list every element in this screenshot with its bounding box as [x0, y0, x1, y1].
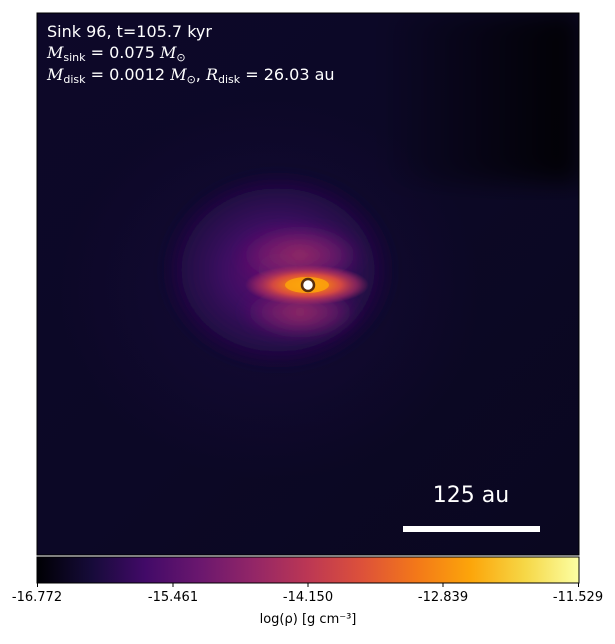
sink-mass-sub: sink: [63, 51, 86, 64]
sink-mass-label: Msink = 0.075 M⊙: [47, 42, 186, 68]
disk-mass-value: = 0.0012: [85, 65, 171, 84]
disk-mass-sub: disk: [63, 73, 86, 86]
sink-mass-unit-sub: ⊙: [176, 51, 186, 64]
disk-radius-sub: disk: [218, 73, 241, 86]
density-map: [37, 13, 579, 555]
colorbar-tick-label: -15.461: [147, 590, 199, 605]
disk-radius-symbol: R: [205, 65, 219, 84]
sink-marker: [300, 277, 316, 293]
colorbar-tick-label: -12.839: [417, 590, 469, 605]
colorbar: [36, 556, 580, 584]
disk-mass-unit: M: [170, 65, 187, 84]
colorbar-label: log(ρ) [g cm⁻³]: [259, 612, 357, 627]
disk-radius-value: = 26.03 au: [240, 65, 335, 84]
disk-properties-label: Mdisk = 0.0012 M⊙, Rdisk = 26.03 au: [47, 64, 335, 90]
panel-frame: [36, 12, 580, 556]
sink-title: Sink 96, t=105.7 kyr: [47, 22, 212, 41]
colorbar-tick-label: -16.772: [11, 590, 63, 605]
sink-mass-value: = 0.075: [85, 43, 160, 62]
disk-mass-symbol: M: [47, 65, 64, 84]
disk-mass-unit-sub: ⊙: [186, 73, 196, 86]
sink-mass-unit: M: [160, 43, 177, 62]
sink-mass-symbol: M: [47, 43, 64, 62]
colorbar-ticks: [37, 583, 579, 587]
scale-bar-label: 125 au: [432, 483, 510, 508]
colorbar-tick-label: -11.529: [552, 590, 604, 605]
colorbar-tick-label: -14.150: [282, 590, 334, 605]
annotation-separator: ,: [195, 65, 206, 84]
scale-bar: [403, 526, 540, 532]
